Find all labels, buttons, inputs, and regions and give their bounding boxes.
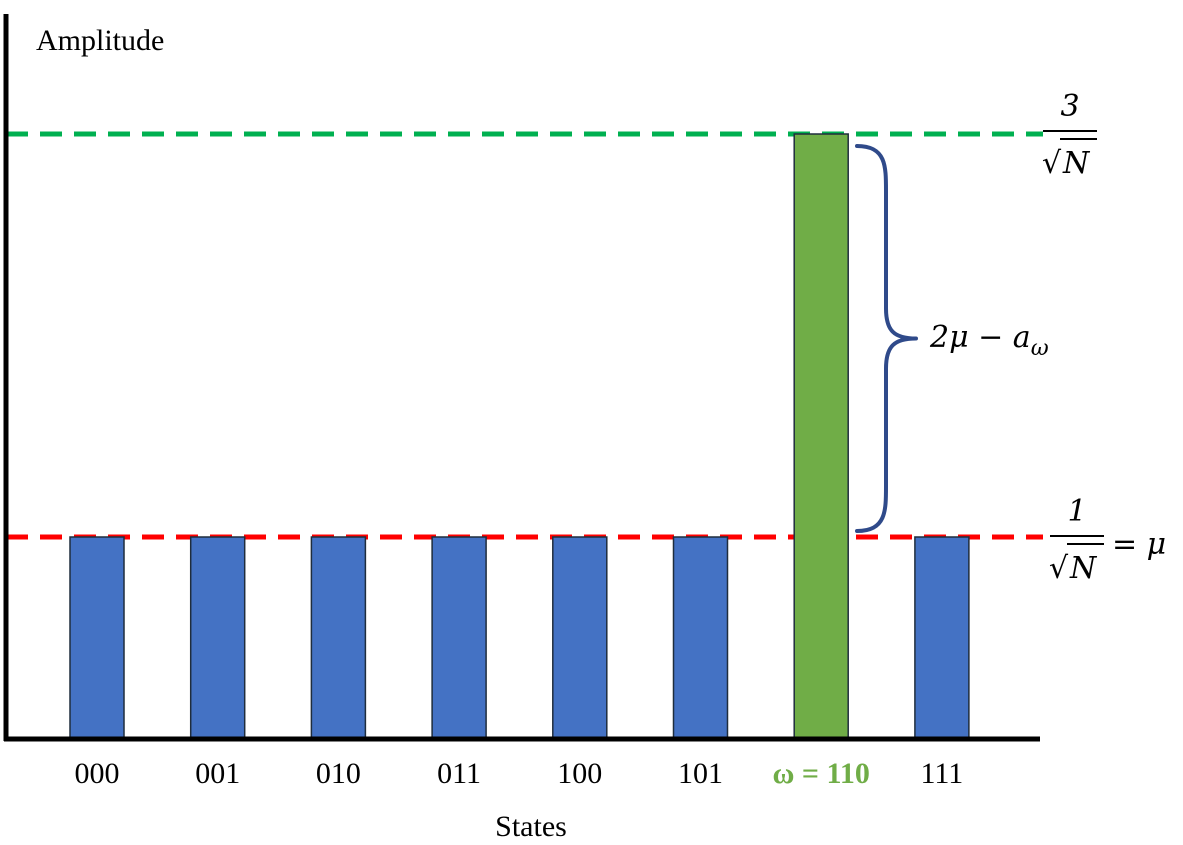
bar-state-3: [431, 536, 487, 740]
x-tick-label: 100: [557, 757, 602, 790]
x-tick-label: 001: [195, 757, 240, 790]
bar-state-0: [69, 536, 125, 740]
brace-annotation-main: 2μ − a: [929, 320, 1031, 355]
reference-lines: [6, 131, 1043, 540]
bar-state-7: [914, 536, 970, 740]
y-axis-label: Amplitude: [36, 24, 164, 57]
mean-label-denominator: N: [1069, 551, 1098, 586]
mean-label-equals-mu: = μ: [1112, 527, 1166, 562]
axes: [3, 14, 1040, 742]
x-tick-label: 010: [316, 757, 361, 790]
bar-state-5: [672, 536, 729, 740]
bar-state-4: [552, 536, 608, 740]
x-axis-label: States: [495, 810, 567, 843]
x-tick-label: 011: [437, 757, 481, 790]
mean-line-label: 1 √ N = μ: [1049, 494, 1166, 586]
mean-label-numerator: 1: [1067, 494, 1086, 529]
bars: [69, 133, 970, 740]
bar-marked-state: [793, 133, 849, 740]
mean-label-sqrt-sign: √: [1049, 551, 1069, 586]
x-tick-label: 000: [75, 757, 120, 790]
x-tick-label: 111: [921, 757, 964, 790]
bar-state-1: [189, 536, 246, 740]
upper-line-label: 3 √ N: [1042, 89, 1097, 181]
brace-annotation-label: 2μ − aω: [929, 320, 1049, 361]
upper-label-denominator: N: [1062, 146, 1091, 181]
bar-state-2: [310, 536, 367, 740]
upper-label-numerator: 3: [1060, 89, 1079, 124]
upper-label-sqrt-sign: √: [1042, 146, 1062, 181]
brace-annotation-subscript: ω: [1031, 336, 1049, 361]
x-tick-label: ω = 110: [773, 757, 870, 790]
x-tick-label: 101: [678, 757, 723, 790]
x-tick-labels: 000 001 010 011 100 101 ω = 110 111: [75, 757, 964, 790]
curly-brace: [855, 144, 918, 533]
